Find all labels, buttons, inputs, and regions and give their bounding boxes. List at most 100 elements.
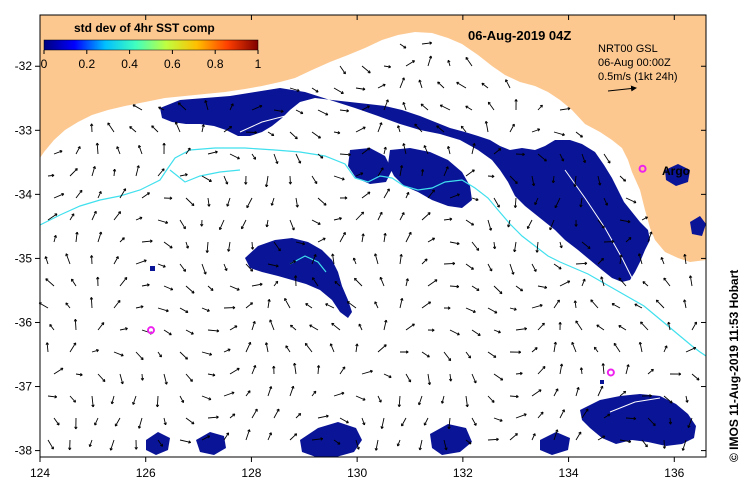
current-vector-head: [324, 202, 327, 206]
current-vector: [449, 241, 460, 245]
current-vector-head: [496, 437, 499, 440]
current-vector: [619, 254, 622, 265]
current-vector-head: [166, 381, 168, 385]
current-vector: [273, 280, 279, 287]
current-vector-head: [253, 365, 256, 368]
current-vector: [537, 285, 547, 289]
current-vector: [273, 408, 280, 419]
current-vector: [207, 197, 210, 207]
current-vector-head: [92, 404, 95, 408]
current-vector-head: [596, 324, 599, 328]
current-vector-head: [71, 213, 75, 216]
current-vector: [493, 197, 500, 208]
current-vector: [245, 302, 253, 309]
current-vector: [493, 148, 502, 155]
current-vector: [377, 344, 387, 353]
current-vector-head: [254, 408, 258, 411]
current-vector-head: [516, 394, 519, 398]
current-vector: [163, 373, 168, 385]
current-vector-head: [405, 278, 409, 281]
current-vector-head: [437, 81, 439, 85]
current-vector-head: [276, 408, 280, 411]
current-vector: [163, 329, 172, 336]
current-vector: [597, 175, 601, 186]
current-vector: [575, 320, 583, 331]
current-vector: [647, 368, 654, 375]
current-vector-head: [490, 227, 493, 231]
current-vector: [334, 281, 341, 287]
current-vector: [487, 101, 495, 111]
current-vector-head: [400, 298, 403, 301]
current-vector-head: [552, 180, 556, 184]
current-vector: [325, 303, 335, 309]
current-vector-head: [111, 401, 114, 405]
current-vector-head: [146, 283, 150, 286]
current-vector-head: [355, 343, 358, 347]
current-vector: [399, 77, 405, 89]
colorbar-tick-label: 1: [255, 57, 262, 71]
current-vector: [223, 263, 228, 271]
current-vector-head: [298, 413, 301, 415]
current-vector-head: [398, 404, 401, 408]
current-vector: [581, 241, 591, 249]
current-vector: [113, 211, 121, 221]
current-vector-head: [158, 106, 161, 110]
current-vector-head: [532, 433, 536, 436]
current-vector-head: [600, 385, 603, 388]
current-vector: [241, 219, 247, 230]
current-vector-head: [339, 217, 342, 219]
current-vector: [317, 197, 327, 206]
argo-floats: [147, 164, 647, 377]
current-vector: [603, 413, 611, 419]
current-vector-head: [386, 188, 390, 191]
colorbar-tick-label: 0.6: [164, 57, 181, 71]
current-vector: [45, 256, 49, 265]
current-vector-head: [208, 203, 211, 207]
current-vector-head: [96, 349, 99, 351]
current-vector: [397, 125, 401, 133]
current-vector-head: [342, 366, 345, 369]
current-vector: [69, 213, 75, 221]
lon-tick-label: 132: [453, 466, 473, 480]
current-vector: [330, 343, 335, 353]
current-vector: [559, 107, 571, 111]
current-vector: [311, 219, 321, 225]
current-vector: [600, 276, 605, 287]
current-vector-head: [402, 102, 404, 105]
current-vector: [465, 395, 468, 407]
current-vector-head: [539, 304, 543, 306]
colorbar: std dev of 4hr SST comp 0 0.2 0.4 0.6 0.8 1: [41, 21, 262, 71]
current-vector-head: [216, 415, 219, 418]
current-vector: [267, 263, 279, 267]
lon-tick-label: 124: [30, 466, 50, 480]
current-vector: [311, 254, 317, 265]
current-vector-head: [248, 341, 251, 345]
current-vector-head: [634, 303, 637, 307]
current-vector-head: [209, 352, 213, 356]
current-vector: [377, 395, 382, 403]
current-vector-head: [521, 288, 524, 292]
current-vector: [537, 366, 546, 375]
current-vector-head: [331, 253, 333, 257]
current-vector-head: [375, 448, 378, 451]
current-vector: [493, 285, 503, 294]
current-vector-head: [89, 444, 92, 447]
current-vector: [339, 109, 349, 112]
current-vector: [179, 263, 186, 272]
current-vector-head: [507, 224, 511, 228]
current-vector-head: [654, 423, 656, 426]
current-vector: [514, 197, 517, 208]
current-vector-head: [267, 299, 270, 302]
current-vector: [427, 373, 431, 385]
current-vector-head: [293, 362, 295, 366]
current-vector: [347, 301, 357, 309]
current-vector: [45, 278, 55, 287]
current-vector-head: [96, 276, 99, 280]
current-vector: [447, 146, 451, 155]
current-vector-head: [582, 278, 585, 281]
map-area[interactable]: Argo: [38, 15, 707, 457]
current-vector: [333, 217, 342, 221]
current-vector-head: [381, 426, 384, 429]
current-vector: [227, 241, 231, 252]
latitude-axis: -32 -33 -34 -35 -36 -37 -38: [15, 59, 706, 458]
